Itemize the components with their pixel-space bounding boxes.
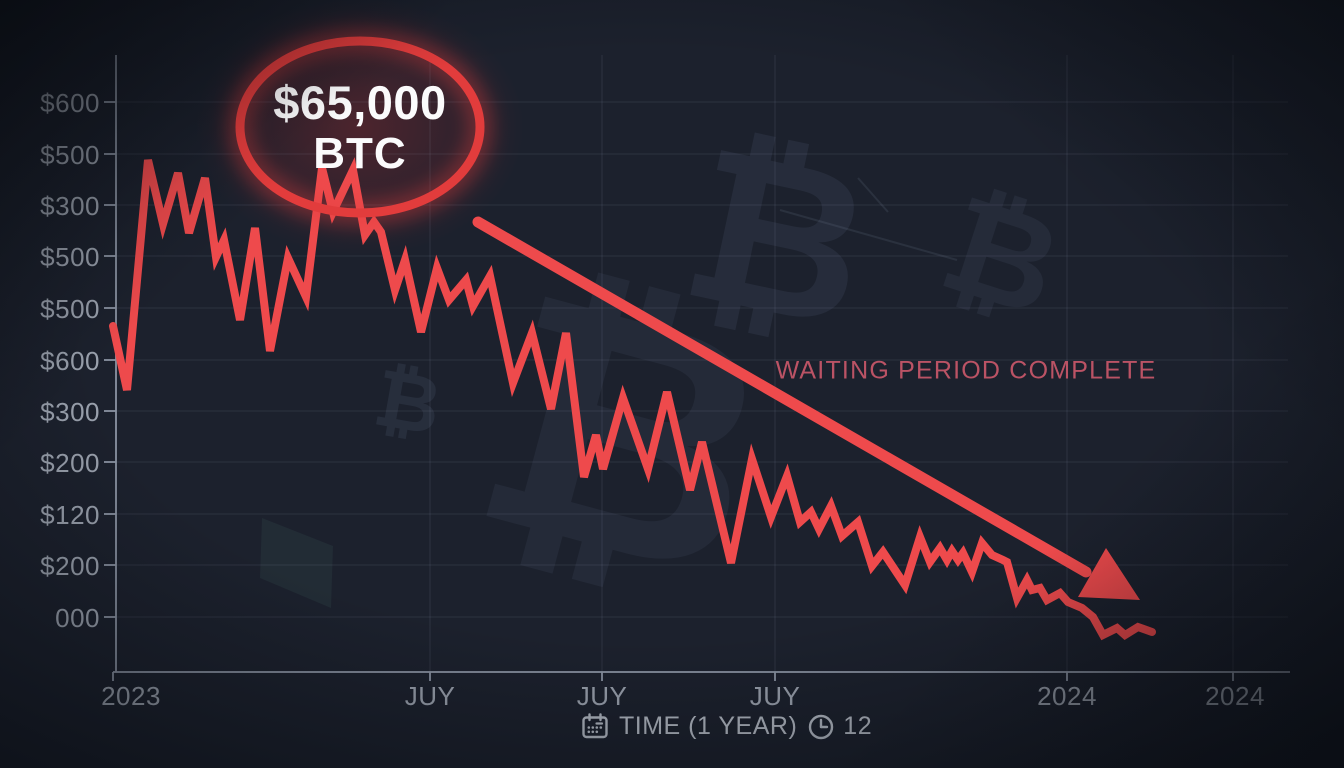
clock-icon <box>809 714 834 739</box>
bitcoin-watermark-icon: ₿ <box>368 352 448 451</box>
decor-shape <box>260 518 333 608</box>
period-count: 12 <box>843 712 873 740</box>
bitcoin-watermark-icon: ₿ <box>667 101 888 373</box>
calendar-icon <box>582 713 608 739</box>
price-annotation-value: $65,000 <box>273 76 447 129</box>
footer-bar: TIME (1 YEAR) 12 <box>581 712 872 741</box>
status-text: WAITING PERIOD COMPLETE <box>775 356 1157 385</box>
price-annotation: $65,000 BTC <box>273 79 446 176</box>
time-range-label: TIME (1 YEAR) <box>619 712 798 740</box>
price-annotation-asset: BTC <box>313 129 407 178</box>
